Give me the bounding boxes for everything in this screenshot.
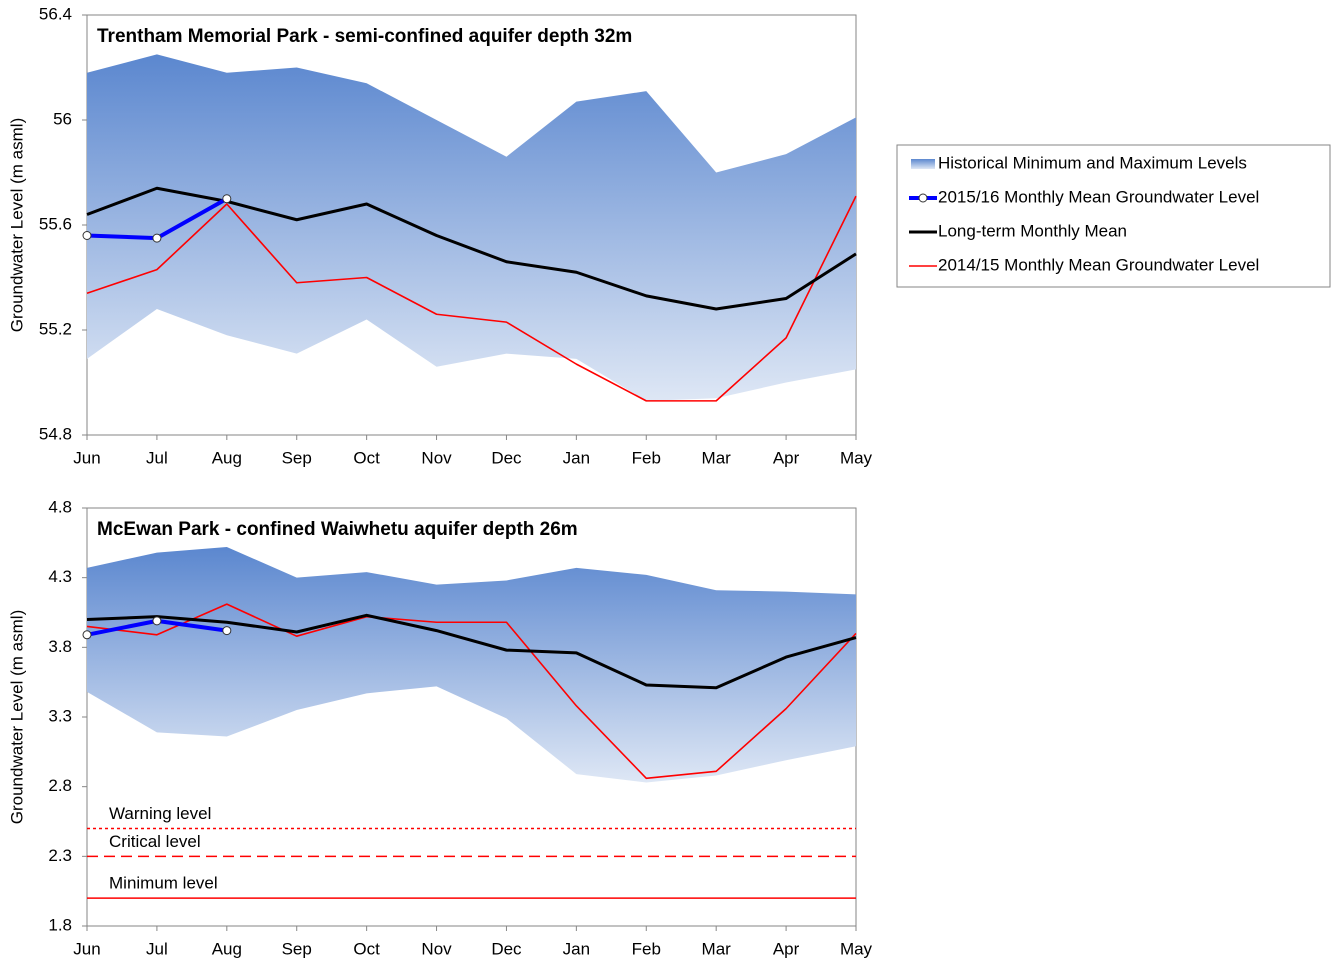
series-line <box>86 603 857 780</box>
x-tick-label: Oct <box>353 939 380 958</box>
x-tick-label: Aug <box>212 448 242 467</box>
legend-label: Long-term Monthly Mean <box>938 221 1127 240</box>
y-tick-label: 4.3 <box>48 567 72 586</box>
y-tick-label: 54.8 <box>39 424 72 443</box>
series-line <box>86 195 857 402</box>
reference-label: Critical level <box>109 832 201 851</box>
series-line <box>86 613 857 690</box>
min-max-band <box>87 54 856 401</box>
x-tick-label: Feb <box>632 448 661 467</box>
series-marker <box>152 233 162 243</box>
legend-marker <box>918 193 928 203</box>
x-tick-label: Dec <box>491 448 522 467</box>
y-axis-label: Groundwater Level (m asml) <box>7 118 26 332</box>
x-tick-label: Jun <box>73 448 100 467</box>
x-tick-label: Sep <box>282 939 312 958</box>
y-tick-label: 55.6 <box>39 214 72 233</box>
y-tick-label: 4.8 <box>48 497 72 516</box>
y-tick-label: 1.8 <box>48 915 72 934</box>
legend-label: 2014/15 Monthly Mean Groundwater Level <box>938 255 1259 274</box>
series-marker <box>152 616 162 626</box>
y-tick-label: 56.4 <box>39 4 72 23</box>
x-tick-label: May <box>840 448 873 467</box>
y-tick-label: 3.3 <box>48 706 72 725</box>
x-tick-label: Nov <box>421 939 452 958</box>
y-tick-label: 56 <box>53 109 72 128</box>
x-tick-label: Oct <box>353 448 380 467</box>
series-line <box>86 186 857 311</box>
x-tick-label: Sep <box>282 448 312 467</box>
series-marker <box>82 630 92 640</box>
x-tick-label: Mar <box>702 448 732 467</box>
legend-label: 2015/16 Monthly Mean Groundwater Level <box>938 187 1259 206</box>
x-tick-label: Jun <box>73 939 100 958</box>
x-tick-label: Apr <box>773 448 800 467</box>
reference-label: Warning level <box>109 804 211 823</box>
chart-title: Trentham Memorial Park - semi-confined a… <box>97 26 632 47</box>
legend-box <box>896 144 1331 288</box>
series-marker <box>222 194 232 204</box>
x-tick-label: Aug <box>212 939 242 958</box>
x-tick-label: Feb <box>632 939 661 958</box>
reference-label: Minimum level <box>109 874 218 893</box>
x-tick-label: Jul <box>146 448 168 467</box>
x-tick-label: Apr <box>773 939 800 958</box>
series-marker <box>82 231 92 240</box>
x-tick-label: Jan <box>563 939 590 958</box>
y-tick-label: 2.3 <box>48 846 72 865</box>
y-tick-label: 2.8 <box>48 776 72 795</box>
legend-swatch <box>911 159 935 169</box>
min-max-band <box>87 547 856 783</box>
series-marker <box>222 626 232 636</box>
legend-label: Historical Minimum and Maximum Levels <box>938 153 1247 172</box>
x-tick-label: Mar <box>702 939 732 958</box>
y-axis-label: Groundwater Level (m asml) <box>7 610 26 824</box>
x-tick-label: May <box>840 939 873 958</box>
x-tick-label: Dec <box>491 939 522 958</box>
x-tick-label: Jan <box>563 448 590 467</box>
y-tick-label: 55.2 <box>39 319 72 338</box>
y-tick-label: 3.8 <box>48 637 72 656</box>
x-tick-label: Nov <box>421 448 452 467</box>
x-tick-label: Jul <box>146 939 168 958</box>
chart-title: McEwan Park - confined Waiwhetu aquifer … <box>97 519 578 540</box>
